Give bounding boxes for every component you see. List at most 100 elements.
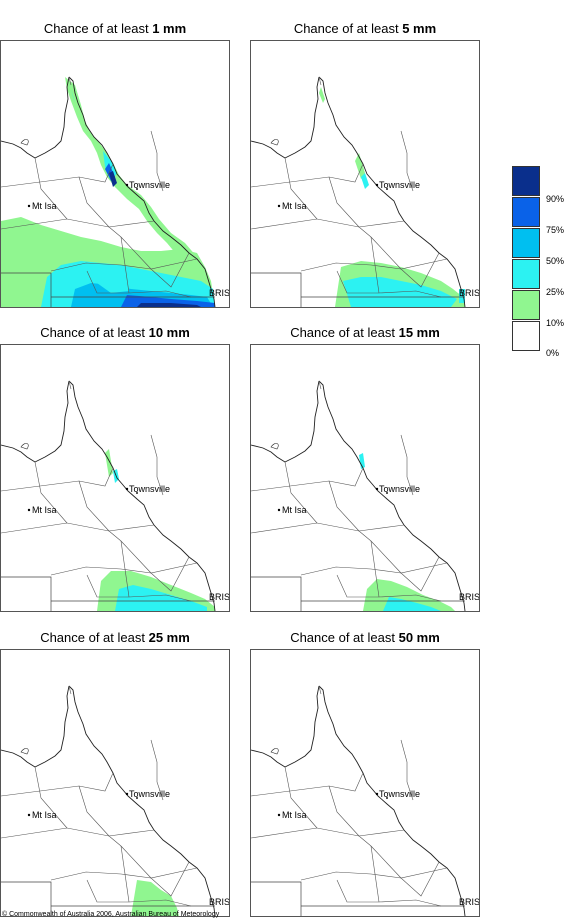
district-boundary (336, 574, 442, 602)
district-boundary (400, 434, 414, 496)
map-5mm: Townsville Mt Isa BRIS (250, 40, 480, 308)
district-boundary (300, 871, 402, 881)
townsville-label: Townsville (129, 180, 170, 190)
coastline (68, 685, 216, 916)
brisbane-label: BRIS (209, 897, 229, 907)
panel-amount: 50 mm (398, 630, 440, 645)
island (20, 443, 29, 450)
district-boundary (78, 176, 110, 228)
district-boundary (86, 879, 192, 907)
island (20, 748, 29, 755)
brisbane-label: BRIS (459, 897, 479, 907)
district-boundary (34, 157, 68, 220)
district-boundary (78, 785, 110, 837)
legend-swatch-25 (512, 259, 540, 289)
panel-amount: 5 mm (402, 21, 437, 36)
island (386, 188, 388, 190)
panel-amount: 25 mm (148, 630, 190, 645)
mt-isa-label: Mt Isa (32, 505, 57, 515)
district-boundary (150, 556, 190, 592)
gulf-coastline (251, 685, 320, 768)
district-boundary (284, 461, 318, 524)
legend-swatch-0 (512, 321, 540, 351)
brisbane-label: BRIS (459, 592, 479, 602)
legend-label-25: 25% (546, 287, 565, 297)
state-border (1, 272, 52, 307)
district-boundary (108, 835, 198, 879)
island (270, 443, 279, 450)
panel-amount: 15 mm (398, 325, 440, 340)
probability-region (359, 453, 365, 469)
district-boundary (251, 772, 364, 797)
probability-region (65, 77, 205, 271)
district-boundary (108, 226, 198, 270)
coastline (318, 380, 466, 611)
gulf-coastline (1, 380, 70, 463)
district-boundary (284, 157, 318, 220)
state-border (1, 881, 52, 916)
map-25mm: Townsville Mt Isa BRIS (0, 649, 230, 917)
probability-region (383, 597, 441, 611)
brisbane-label: BRIS (209, 592, 229, 602)
map-50mm: Townsville Mt Isa BRIS (250, 649, 480, 917)
townsville-label: Townsville (129, 789, 170, 799)
district-boundary (150, 252, 190, 288)
townsville-label: Townsville (129, 484, 170, 494)
probability-region (71, 89, 75, 103)
district-boundary (370, 845, 380, 903)
district-boundary (300, 566, 402, 576)
gulf-coastline (1, 685, 70, 768)
district-boundary (34, 461, 68, 524)
legend-label-0: 0% (546, 348, 560, 358)
district-boundary (108, 530, 198, 574)
district-boundary (400, 739, 414, 801)
district-boundary (370, 236, 380, 294)
district-boundary (251, 218, 405, 230)
probability-region (363, 579, 455, 611)
district-boundary (318, 380, 322, 390)
district-boundary (78, 480, 110, 532)
district-boundary (68, 685, 72, 695)
district-boundary (358, 530, 448, 574)
townsville-marker (375, 183, 379, 187)
legend-label-10: 10% (546, 318, 565, 328)
mt-isa-marker (27, 204, 31, 208)
probability-region (103, 151, 117, 179)
district-boundary (328, 480, 360, 532)
legend-label-90: 90% (546, 194, 565, 204)
island (136, 188, 138, 190)
townsville-label: Townsville (379, 484, 420, 494)
district-boundary (50, 262, 152, 272)
panel-title: Chance of at least 1 mm (43, 21, 187, 36)
district-boundary (150, 739, 164, 801)
panel-title: Chance of at least 10 mm (40, 325, 190, 340)
townsville-marker (125, 487, 129, 491)
district-boundary (50, 566, 152, 576)
island (20, 139, 29, 146)
probability-region (319, 87, 325, 103)
mt-isa-marker (277, 204, 281, 208)
district-boundary (318, 685, 322, 695)
state-border (251, 881, 302, 916)
map-10mm: Townsville Mt Isa BRIS (0, 344, 230, 612)
state-border (251, 576, 302, 611)
district-boundary (1, 218, 155, 230)
coastline (318, 685, 466, 916)
probability-region (109, 171, 117, 187)
district-boundary (86, 270, 192, 298)
panel-title: Chance of at least 25 mm (40, 630, 190, 645)
district-boundary (318, 76, 322, 86)
probability-region (137, 303, 201, 307)
district-boundary (120, 236, 130, 294)
coastline (318, 76, 466, 307)
district-boundary (284, 766, 318, 829)
island (136, 797, 138, 799)
district-boundary (150, 434, 164, 496)
probability-region (131, 880, 179, 916)
district-boundary (300, 262, 402, 272)
island (136, 492, 138, 494)
island (386, 797, 388, 799)
district-boundary (150, 861, 190, 897)
district-boundary (336, 879, 442, 907)
coastline (68, 76, 216, 307)
